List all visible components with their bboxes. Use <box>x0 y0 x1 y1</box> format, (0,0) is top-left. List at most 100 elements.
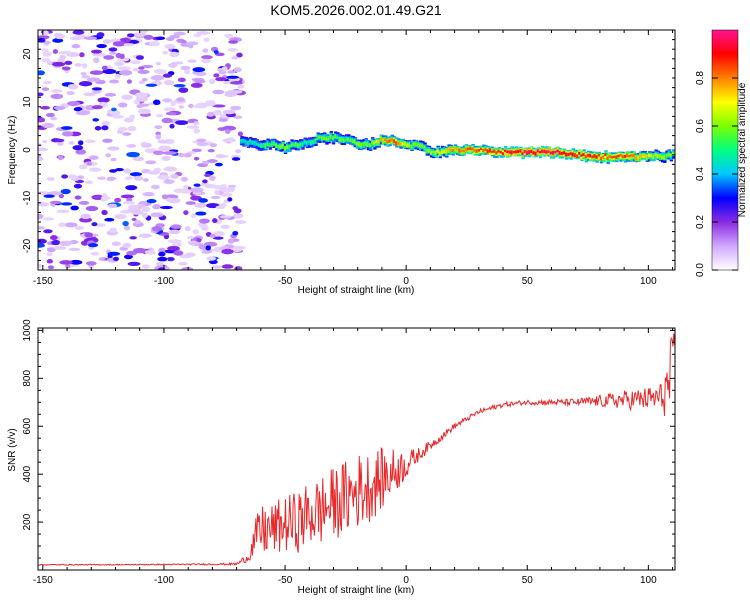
heatmap-noise-cell <box>201 58 212 64</box>
heatmap-noise-cell <box>155 61 161 66</box>
heatmap-signal-cell <box>599 156 604 161</box>
heatmap-noise-cell <box>157 256 168 262</box>
heatmap-signal-cell <box>610 156 615 159</box>
heatmap-signal-cell <box>347 138 351 142</box>
heatmap-noise-cell <box>162 73 173 78</box>
heatmap-noise-cell <box>204 173 211 178</box>
heatmap-signal-cell <box>527 150 532 155</box>
colorbar-bar <box>711 29 739 271</box>
heatmap-noise-cell <box>46 177 55 181</box>
heatmap-noise-cell <box>38 213 44 220</box>
heatmap-signal-cell <box>650 154 654 157</box>
heatmap-noise-cell <box>180 176 188 182</box>
heatmap-noise-cell <box>101 65 108 71</box>
heatmap-noise-cell <box>88 167 102 172</box>
heatmap-noise-cell <box>74 226 84 231</box>
heatmap-noise-cell <box>71 43 81 49</box>
heatmap-signal-cell <box>597 153 602 157</box>
heatmap-signal-cell <box>320 136 325 141</box>
heatmap-noise-cell <box>222 109 236 115</box>
heatmap-noise-cell <box>86 77 101 82</box>
heatmap-noise-cell <box>60 188 71 195</box>
heatmap-noise-cell <box>83 92 96 97</box>
heatmap-noise-cell <box>194 71 207 77</box>
heatmap-noise-cell <box>123 254 133 260</box>
heatmap-noise-cell <box>115 168 124 172</box>
heatmap-x-label: Height of straight line (km) <box>298 285 415 296</box>
heatmap-signal-cell <box>283 146 288 150</box>
heatmap-signal-cell <box>597 153 602 160</box>
heatmap-signal-cell <box>658 154 663 158</box>
heatmap-noise-cell <box>42 30 49 36</box>
heatmap-noise-cell <box>173 250 184 256</box>
heatmap-noise-cell <box>133 99 140 105</box>
heatmap-signal-cell <box>589 153 593 158</box>
heatmap-noise-cell <box>214 162 223 167</box>
heatmap-noise-cell <box>192 229 200 235</box>
heatmap-noise-cell <box>110 157 117 162</box>
heatmap-noise-cell <box>132 32 147 37</box>
heatmap-signal-cell <box>626 153 630 158</box>
heatmap-noise-cell <box>188 103 194 109</box>
heatmap-noise-cell <box>227 239 235 244</box>
heatmap-noise-cell <box>69 259 83 265</box>
heatmap-noise-cell <box>206 256 217 261</box>
heatmap-noise-cell <box>103 55 115 60</box>
heatmap-noise-cell <box>38 243 45 248</box>
y-tick-label: 10 <box>22 96 33 108</box>
heatmap-signal-cell <box>401 141 405 146</box>
heatmap-signal-cell <box>569 152 573 156</box>
colorbar-tick-label: 0.8 <box>695 71 706 85</box>
heatmap-noise-cell <box>152 204 161 210</box>
heatmap-noise-cell <box>145 83 158 87</box>
heatmap-noise-cell <box>193 156 200 161</box>
heatmap-noise-cell <box>41 48 49 52</box>
heatmap-noise-cell <box>213 231 225 237</box>
heatmap-noise-cell <box>114 61 125 67</box>
heatmap-signal-cell <box>530 149 534 154</box>
heatmap-noise-cell <box>56 209 70 214</box>
heatmap-noise-cell <box>126 144 137 148</box>
heatmap-noise-cell <box>105 153 111 158</box>
heatmap-signal-cell <box>613 155 617 159</box>
heatmap-signal-cell <box>654 153 658 156</box>
heatmap-noise-cell <box>122 132 132 136</box>
heatmap-noise-cell <box>194 79 206 84</box>
heatmap-noise-cell <box>91 222 98 227</box>
heatmap-noise-cell <box>209 175 216 181</box>
heatmap-signal-cell <box>499 150 504 154</box>
heatmap-noise-cell <box>123 168 132 174</box>
heatmap-signal-cell <box>591 155 595 159</box>
heatmap-noise-cell <box>192 71 198 75</box>
heatmap-noise-cell <box>49 116 58 121</box>
heatmap-noise-cell <box>237 84 245 89</box>
heatmap-noise-cell <box>155 131 162 136</box>
heatmap-noise-cell <box>91 105 103 110</box>
heatmap-noise-cell <box>45 112 55 118</box>
heatmap-noise-cell <box>187 240 199 245</box>
heatmap-signal-cell <box>523 150 528 153</box>
heatmap-noise-cell <box>218 118 228 122</box>
heatmap-noise-cell <box>129 114 135 120</box>
heatmap-noise-cell <box>75 111 90 116</box>
heatmap-signal-cell <box>333 134 338 138</box>
heatmap-noise-cell <box>129 236 137 240</box>
heatmap-signal-cell <box>510 150 514 155</box>
heatmap-noise-cell <box>122 220 129 227</box>
heatmap-noise-cell <box>42 80 52 85</box>
heatmap-noise-cell <box>52 38 64 43</box>
heatmap-noise-cell <box>201 160 210 165</box>
heatmap-noise-cell <box>38 70 45 76</box>
heatmap-noise-cell <box>190 82 203 88</box>
heatmap-signal-cell <box>244 140 249 143</box>
heatmap-noise-cell <box>215 205 226 210</box>
heatmap-noise-cell <box>81 63 88 69</box>
heatmap-noise-cell <box>81 75 91 79</box>
heatmap-noise-cell <box>125 185 138 191</box>
heatmap-noise-cell <box>163 179 175 185</box>
heatmap-noise-cell <box>232 115 243 119</box>
heatmap-noise-cell <box>220 224 231 229</box>
heatmap-noise-cell <box>153 69 167 74</box>
heatmap-noise-cell <box>75 149 87 155</box>
heatmap-noise-cell <box>152 99 161 106</box>
